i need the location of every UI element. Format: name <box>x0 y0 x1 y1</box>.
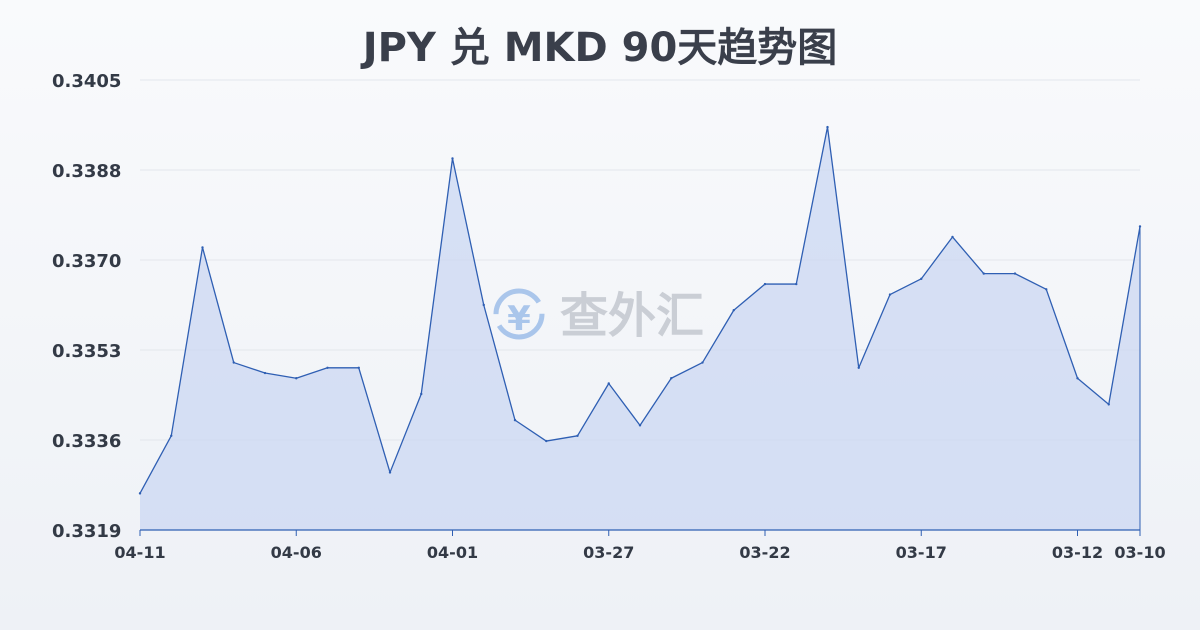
data-point <box>357 366 360 369</box>
x-tick-label: 04-01 <box>427 543 478 562</box>
x-tick-label: 03-22 <box>739 543 790 562</box>
data-point <box>295 377 298 380</box>
data-point <box>638 424 642 427</box>
data-point <box>1045 288 1048 291</box>
watermark-text: 查外汇 <box>560 288 704 344</box>
y-tick-label: 0.3353 <box>52 341 121 362</box>
data-point <box>263 371 267 375</box>
data-point <box>732 309 735 312</box>
yen-exchange-icon: ¥ <box>493 288 545 340</box>
x-tick-label: 03-17 <box>896 543 947 562</box>
data-point <box>1013 272 1017 275</box>
x-tick-label: 03-10 <box>1114 543 1165 562</box>
data-point <box>951 235 954 239</box>
y-tick-label: 0.3405 <box>52 71 121 92</box>
data-point <box>420 392 423 396</box>
data-point <box>232 361 235 364</box>
x-tick-label: 03-12 <box>1052 543 1103 562</box>
data-point <box>482 303 485 307</box>
data-point <box>763 282 767 286</box>
data-point <box>701 361 704 364</box>
data-point <box>1076 377 1079 380</box>
x-tick-label: 03-27 <box>583 543 634 562</box>
y-tick-label: 0.3319 <box>52 521 121 542</box>
data-point <box>1138 225 1142 228</box>
y-tick-label: 0.3370 <box>52 251 121 272</box>
y-axis-ticks: 0.3405 0.3388 0.3370 0.3353 0.3336 0.3319 <box>52 71 121 542</box>
y-tick-label: 0.3336 <box>52 431 121 452</box>
data-point <box>826 125 829 129</box>
data-point <box>920 277 923 281</box>
data-point <box>857 366 860 369</box>
axes <box>140 226 1141 531</box>
data-point <box>795 282 798 286</box>
y-tick-label: 0.3388 <box>52 161 121 182</box>
x-tick-label: 04-06 <box>271 543 322 562</box>
data-point <box>201 246 204 249</box>
data-point <box>670 377 673 380</box>
data-point <box>388 471 392 474</box>
data-point <box>513 418 517 422</box>
data-point <box>576 434 579 438</box>
x-tick-label: 04-11 <box>114 543 165 562</box>
data-point <box>607 382 610 385</box>
data-point <box>326 366 329 369</box>
data-point <box>888 293 892 296</box>
data-point <box>170 434 173 438</box>
data-point <box>138 492 142 495</box>
data-point <box>545 439 548 443</box>
data-point <box>982 272 985 275</box>
watermark: ¥ 查外汇 <box>493 288 704 344</box>
watermark-symbol: ¥ <box>507 299 531 339</box>
chart-title: JPY 兑 MKD 90天趋势图 <box>360 25 838 71</box>
series <box>138 125 1142 530</box>
series-area <box>140 127 1140 530</box>
data-point <box>1107 403 1110 406</box>
data-point <box>451 157 454 160</box>
x-axis-ticks: 04-11 04-06 04-01 03-27 03-22 03-17 03-12 03-10 <box>114 530 1166 562</box>
